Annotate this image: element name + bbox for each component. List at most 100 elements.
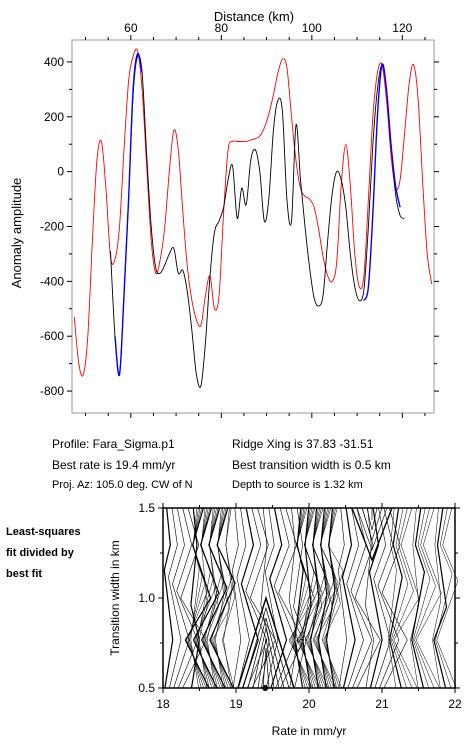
contour-line [312, 507, 339, 689]
note-line-1: Least-squares [6, 526, 81, 538]
contour-line [237, 595, 295, 689]
contour-line [278, 507, 305, 689]
x-tick-label: 22 [448, 697, 462, 711]
contour-line [223, 507, 233, 689]
contour-line [351, 507, 393, 562]
contour-line [249, 507, 276, 689]
top-x-axis-label: Distance (km) [214, 9, 294, 24]
x-tick-label: 60 [124, 21, 138, 35]
contour-line [373, 507, 391, 689]
contour-line [321, 507, 344, 689]
contour-line [314, 507, 336, 689]
contour-line [301, 507, 315, 689]
fitted-segment-line [363, 63, 401, 301]
y-tick-label: -600 [40, 329, 64, 343]
y-tick-label: 1.0 [138, 591, 155, 605]
contour-line [288, 507, 298, 689]
contour-line [245, 507, 268, 689]
contour-line [264, 507, 279, 689]
y-tick-label: -200 [40, 220, 64, 234]
profile-text: Profile: Fara_Sigma.p1 [52, 437, 175, 451]
best-transition-text: Best transition width is 0.5 km [232, 458, 391, 472]
x-tick-label: 120 [392, 21, 412, 35]
contour-line [387, 507, 397, 689]
depth-text: Depth to source is 1.32 km [232, 479, 363, 491]
top-y-axis-label: Anomaly amplitude [9, 178, 24, 289]
contour-line [346, 507, 364, 689]
best-fit-marker [262, 685, 269, 691]
note-line-2: fit divided by [6, 547, 74, 559]
contour-line [436, 507, 459, 689]
contour-line [296, 507, 323, 689]
contour-line [414, 507, 436, 689]
x-tick-label: 80 [215, 21, 229, 35]
contour-line [293, 507, 307, 689]
contour-line [240, 507, 259, 689]
contour-line [176, 507, 199, 689]
y-tick-label: 0.5 [138, 681, 155, 695]
y-tick-label: -400 [40, 274, 64, 288]
y-tick-label: 1.5 [138, 501, 155, 515]
anomaly-profile-chart: Distance (km) Anomaly amplitude 60 80 100 1… [9, 9, 439, 418]
contour-line [184, 507, 212, 689]
contour-line [368, 507, 383, 689]
contour-line [435, 507, 453, 689]
contour-line [415, 507, 442, 689]
top-plot-frame [71, 39, 435, 414]
contour-line [410, 507, 420, 689]
x-tick-label: 19 [229, 697, 243, 711]
contour-line [337, 507, 348, 689]
x-tick-label: 100 [302, 21, 322, 35]
fitted-segment-line [114, 52, 143, 376]
contour-line [377, 507, 400, 689]
ridge-xing-text: Ridge Xing is 37.83 -31.51 [232, 437, 374, 451]
observed-anomaly-line [110, 54, 405, 388]
contour-line [257, 637, 275, 689]
best-rate-text: Best rate is 19.4 mm/yr [52, 458, 176, 472]
y-tick-label: 400 [44, 55, 64, 69]
contour-line [242, 606, 290, 689]
contour-line [262, 647, 270, 689]
contour-line [412, 507, 431, 689]
contour-line [433, 507, 448, 689]
contour-line [269, 507, 288, 689]
contour-line [361, 507, 383, 542]
contour-line [388, 507, 403, 689]
y-tick-label: -800 [40, 384, 64, 398]
model-anomaly-line [73, 48, 433, 377]
bottom-y-axis-label: Transition width in km [108, 540, 122, 656]
contour-legend-note: Least-squares fit divided by best fit [6, 522, 81, 585]
contour-line [306, 507, 328, 689]
contour-line [163, 507, 174, 689]
misfit-contour-chart: 2.5 18 19 20 21 220.51.01.5 Rate in mm/yr Tr… [108, 501, 462, 738]
contour-line [209, 507, 236, 689]
contour-line [201, 507, 228, 689]
contour-line [252, 627, 280, 689]
contour-line [341, 507, 356, 689]
x-tick-label: 18 [156, 697, 170, 711]
contour-line [381, 507, 408, 689]
contour-line [288, 507, 315, 689]
y-tick-label: 200 [44, 110, 64, 124]
contour-line [390, 507, 409, 689]
contour-line [411, 507, 426, 689]
contour-line [221, 507, 236, 689]
bottom-x-axis-label: Rate in mm/yr [272, 724, 347, 738]
x-tick-label: 21 [375, 697, 389, 711]
contour-line [273, 507, 296, 689]
x-tick-label: 20 [302, 697, 316, 711]
contour-line [366, 507, 378, 531]
contour-line [168, 507, 182, 689]
contour-line [232, 507, 242, 689]
proj-az-text: Proj. Az: 105.0 deg. CW of N [52, 479, 193, 491]
contour-line [432, 507, 442, 689]
contour-line [202, 507, 225, 689]
contour-line [364, 507, 375, 689]
contour-line [236, 507, 250, 689]
contour-line [304, 507, 331, 689]
contour-line [247, 617, 285, 689]
note-line-3: best fit [6, 568, 43, 580]
contour-line [392, 507, 414, 689]
contour-line [350, 507, 373, 689]
